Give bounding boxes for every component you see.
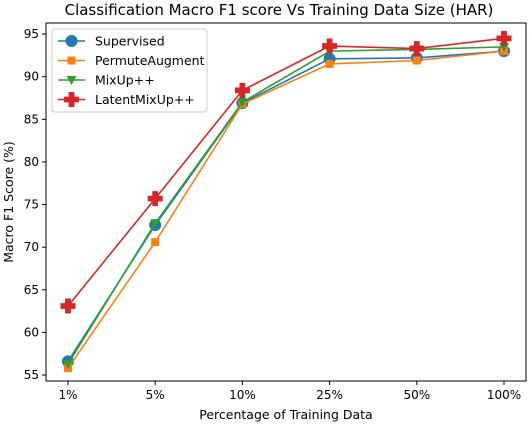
y-tick-label: 75: [24, 198, 39, 212]
series-line: [67, 50, 505, 369]
y-axis-label: Macro F1 Score (%): [1, 141, 16, 263]
legend-marker: [66, 76, 77, 85]
data-point: [409, 41, 425, 57]
series-line: [67, 37, 505, 307]
chart-title: Classification Macro F1 score Vs Trainin…: [65, 1, 494, 19]
data-point: [151, 238, 160, 247]
legend-marker: [64, 92, 79, 107]
series-line: [67, 46, 505, 365]
legend: Supervised PermuteAugment MixUp++ LatentMix…: [51, 28, 208, 113]
legend-item: Supervised: [58, 34, 165, 49]
legend-label: MixUp++: [95, 73, 155, 88]
y-tick-label: 90: [24, 70, 39, 84]
legend-item: LatentMixUp++: [58, 92, 195, 107]
data-point: [60, 298, 76, 314]
y-tick-label: 80: [24, 155, 39, 169]
data-point: [237, 98, 248, 108]
y-tick-label: 85: [24, 112, 39, 126]
data-point: [412, 56, 421, 65]
x-axis: 1% 5% 10% 25% 50% 100%: [58, 381, 521, 402]
legend-item: PermuteAugment: [58, 53, 205, 68]
legend-marker: [67, 56, 76, 65]
data-point: [150, 219, 161, 229]
y-tick-label: 95: [24, 27, 39, 41]
legend-box: [51, 28, 208, 113]
legend-label: PermuteAugment: [95, 53, 205, 68]
series-latentmixup-: [60, 30, 512, 314]
plot-frame: [45, 22, 527, 382]
legend-label: Supervised: [95, 34, 165, 49]
y-tick-label: 65: [24, 283, 39, 297]
y-tick-label: 60: [24, 325, 39, 339]
x-tick-label: 10%: [229, 388, 256, 402]
data-point: [63, 359, 73, 369]
x-tick-label: 50%: [403, 388, 430, 402]
data-point: [496, 30, 512, 46]
x-tick-label: 100%: [487, 388, 521, 402]
y-tick-label: 55: [24, 368, 39, 382]
series-layer: [60, 30, 512, 373]
x-tick-label: 25%: [316, 388, 343, 402]
y-tick-label: 70: [24, 240, 39, 254]
y-axis: 55 60 65 70 75 80 85 90 95: [24, 27, 46, 382]
x-axis-label: Percentage of Training Data: [199, 407, 372, 422]
legend-marker: [65, 35, 78, 47]
data-point: [325, 59, 334, 68]
x-tick-label: 1%: [58, 388, 77, 402]
data-point: [234, 82, 250, 98]
x-tick-label: 5%: [146, 388, 165, 402]
data-point: [322, 38, 338, 54]
legend-label: LatentMixUp++: [95, 92, 195, 107]
data-point: [147, 191, 163, 207]
legend-item: MixUp++: [58, 73, 155, 88]
